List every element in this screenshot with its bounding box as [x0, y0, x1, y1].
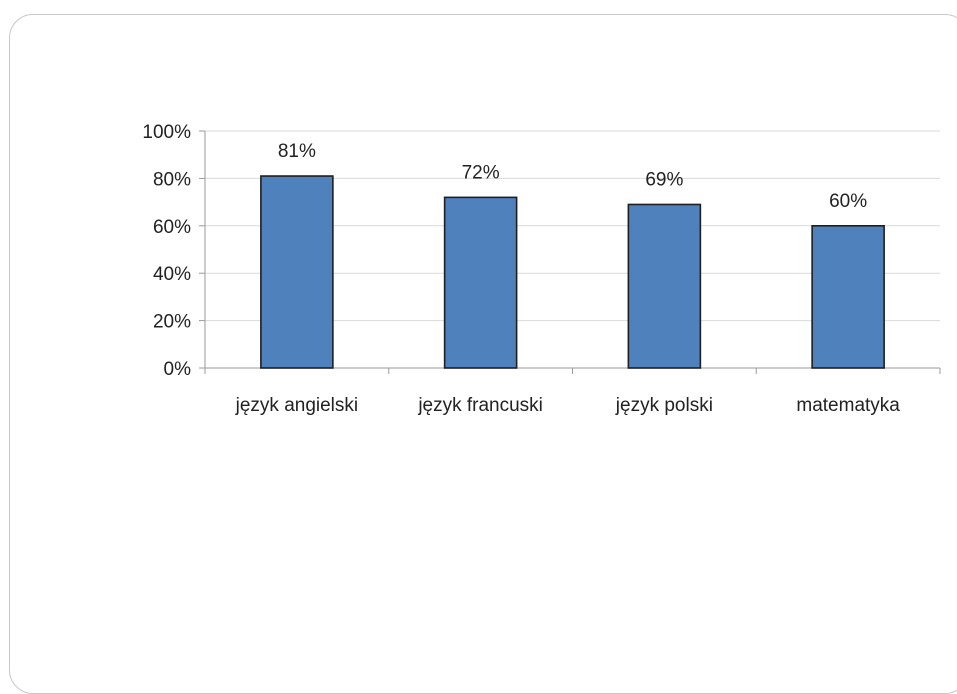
y-tick-label: 60%	[153, 217, 191, 238]
category-labels: język angielski język francuski język pols…	[204, 368, 941, 416]
category-label: język angielski	[235, 395, 359, 416]
data-label: 60%	[829, 191, 867, 212]
bar	[811, 225, 885, 369]
category-label: język polski	[615, 395, 713, 416]
y-tick-label: 100%	[142, 122, 191, 143]
data-labels: 81% 72% 69% 60%	[278, 141, 867, 212]
y-tick-label: 40%	[153, 264, 191, 285]
bars	[260, 175, 885, 369]
category-label: matematyka	[796, 395, 900, 416]
data-label: 72%	[462, 162, 500, 183]
y-tick-label: 20%	[153, 312, 191, 333]
bar-chart: 0% 20% 40% 60% 80% 100% 81% 72% 69% 60% język an…	[142, 122, 941, 416]
data-label: 69%	[645, 169, 683, 190]
y-tick-label: 80%	[153, 169, 191, 190]
bar	[627, 203, 702, 369]
y-tick-label: 0%	[164, 359, 192, 380]
bar	[443, 196, 518, 369]
y-tick-labels: 0% 20% 40% 60% 80% 100%	[142, 122, 205, 380]
data-label: 81%	[278, 141, 316, 162]
bar	[260, 175, 334, 369]
category-label: język francuski	[417, 395, 543, 416]
